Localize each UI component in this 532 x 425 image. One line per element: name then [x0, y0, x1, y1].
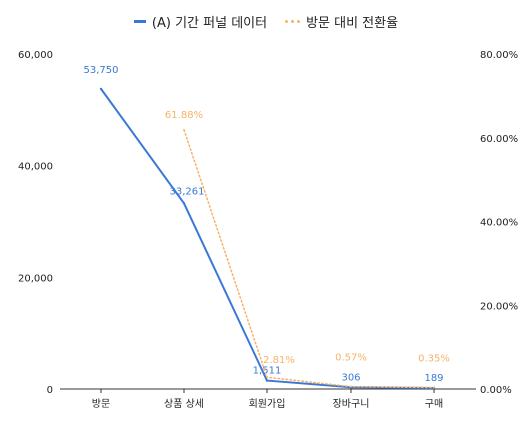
data-label-funnel: 189 — [424, 373, 443, 384]
left-axis-tick-label: 60,000 — [18, 50, 53, 61]
data-label-funnel: 1,511 — [253, 366, 282, 377]
data-label-funnel: 306 — [341, 372, 360, 383]
x-axis-tick-label: 장바구니 — [333, 398, 370, 410]
legend-swatch-solid — [133, 20, 146, 23]
right-axis-tick-label: 0.00% — [480, 385, 512, 396]
x-axis-tick-label: 회원가입 — [249, 397, 286, 410]
data-point-funnel — [99, 87, 103, 91]
x-axis-tick-label: 상품 상세 — [164, 398, 204, 410]
data-label-funnel: 53,750 — [84, 65, 119, 76]
series-line-conversion — [183, 129, 435, 389]
right-axis-tick-label: 20.00% — [480, 301, 518, 312]
legend-item-conversion[interactable]: 방문 대비 전환율 — [285, 12, 398, 31]
x-axis-tick-label: 방문 — [92, 398, 110, 410]
right-axis-tick-label: 60.00% — [480, 134, 518, 145]
data-point-conversion — [433, 386, 435, 389]
data-point-funnel — [265, 379, 269, 382]
data-label-conversion: 0.35% — [418, 354, 450, 365]
data-point-conversion — [266, 376, 268, 379]
legend-label-conversion: 방문 대비 전환율 — [306, 16, 399, 31]
chart-legend: (A) 기간 퍼널 데이터 방문 대비 전환율 — [0, 12, 532, 31]
data-label-conversion: 2.81% — [263, 355, 295, 366]
data-point-conversion — [350, 385, 352, 388]
right-axis-tick-label: 80.00% — [480, 50, 518, 61]
legend-swatch-dotted — [285, 20, 301, 23]
legend-label-funnel: (A) 기간 퍼널 데이터 — [151, 16, 268, 31]
data-label-conversion: 0.57% — [335, 353, 367, 364]
left-axis-tick-label: 40,000 — [18, 162, 53, 173]
data-point-conversion — [183, 128, 185, 131]
left-axis-tick-label: 0 — [47, 385, 53, 396]
data-point-funnel — [182, 202, 186, 205]
series-line-funnel — [100, 88, 435, 389]
data-label-conversion: 61.88% — [165, 110, 203, 121]
x-axis-tick-label: 구매 — [425, 398, 443, 410]
right-axis-tick-label: 40.00% — [480, 218, 518, 229]
legend-item-funnel[interactable]: (A) 기간 퍼널 데이터 — [133, 12, 268, 31]
left-axis-tick-label: 20,000 — [18, 273, 53, 284]
data-label-funnel: 33,261 — [170, 186, 205, 197]
